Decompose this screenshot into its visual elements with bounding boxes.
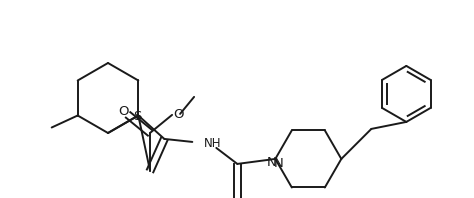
- Text: N: N: [273, 157, 283, 170]
- Text: S: S: [133, 110, 142, 123]
- Text: O: O: [173, 108, 183, 121]
- Text: O: O: [118, 105, 128, 118]
- Text: N: N: [266, 156, 276, 169]
- Text: NH: NH: [204, 137, 222, 150]
